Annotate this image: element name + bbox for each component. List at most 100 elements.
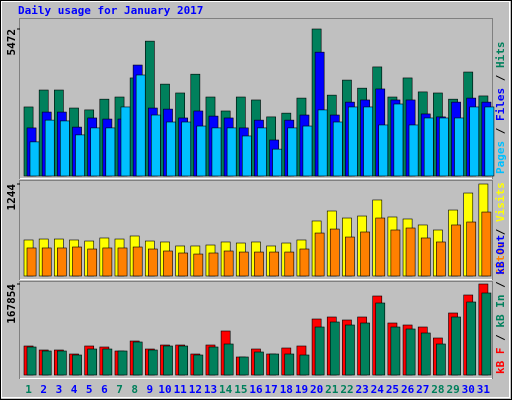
bar	[469, 106, 480, 177]
legend-entry: kB Out	[494, 235, 507, 275]
x-tick-label: 15	[234, 383, 247, 396]
bar	[120, 106, 131, 177]
x-tick-label: 18	[280, 383, 293, 396]
bar	[105, 127, 116, 177]
y-tick-label: 5472	[5, 29, 18, 56]
bar	[257, 127, 267, 177]
bar	[329, 321, 340, 376]
x-tick-label: 10	[158, 383, 171, 396]
bar	[269, 353, 279, 376]
bar	[26, 346, 37, 376]
x-tick-label: 30	[462, 383, 475, 396]
bar	[451, 316, 461, 376]
x-tick-label: 26	[401, 383, 415, 396]
bar	[44, 119, 55, 177]
legend-entry: kB F	[494, 348, 507, 375]
bar	[454, 117, 464, 177]
bar	[57, 247, 67, 277]
bar	[41, 247, 52, 277]
bar	[72, 246, 82, 277]
bar	[345, 324, 355, 376]
bar	[57, 350, 67, 376]
bar	[132, 341, 143, 376]
bar	[147, 248, 158, 277]
legend-separator: /	[494, 68, 507, 88]
bar	[272, 148, 282, 177]
x-tick-label: 4	[71, 383, 78, 396]
bar	[317, 109, 328, 177]
bar	[90, 127, 101, 177]
legend: Sites / Visits	[494, 182, 507, 275]
bar	[72, 354, 82, 376]
bar	[223, 250, 234, 277]
x-tick-label: 21	[325, 383, 339, 396]
bar	[208, 252, 219, 277]
bar	[178, 345, 189, 376]
bar	[481, 292, 492, 376]
chart-title: Daily usage for January 2017	[18, 4, 203, 17]
bar	[466, 301, 477, 376]
bar	[254, 251, 264, 277]
bar	[26, 247, 37, 277]
x-tick-label: 5	[86, 383, 93, 396]
bar	[208, 346, 219, 376]
bar	[60, 120, 70, 177]
x-tick-label: 3	[56, 383, 63, 396]
x-tick-label: 8	[131, 383, 138, 396]
x-tick-label: 25	[386, 383, 399, 396]
x-tick-label: 28	[431, 383, 444, 396]
bar	[269, 251, 279, 277]
bar	[238, 251, 249, 277]
x-tick-label: 14	[219, 383, 233, 396]
bar	[226, 127, 237, 177]
bar	[375, 217, 386, 277]
bar	[102, 247, 113, 277]
bar	[466, 221, 477, 277]
y-tick-label: 167854	[5, 284, 18, 324]
bar	[420, 237, 431, 277]
bar	[345, 236, 355, 277]
bar	[405, 227, 416, 277]
bar	[193, 253, 204, 277]
legend-separator: /	[494, 121, 507, 141]
bar	[420, 332, 431, 376]
bar	[329, 228, 340, 277]
bar	[163, 345, 173, 376]
legend-entry: Pages	[494, 141, 507, 174]
bar	[147, 349, 158, 376]
x-tick-label: 23	[356, 383, 369, 396]
x-tick-label: 2	[40, 383, 47, 396]
bar	[481, 211, 492, 277]
legend-entry: Files	[494, 88, 507, 121]
bar	[238, 356, 249, 376]
x-tick-label: 6	[101, 383, 108, 396]
x-tick-label: 13	[204, 383, 217, 396]
legend-entry: Sites	[494, 242, 507, 275]
bar	[360, 322, 370, 376]
bar	[484, 106, 495, 177]
bar	[166, 121, 176, 177]
bar	[393, 103, 404, 177]
x-tick-label: 22	[340, 383, 353, 396]
bar	[178, 252, 189, 277]
bar	[117, 350, 128, 376]
bar	[375, 302, 386, 376]
legend-separator: /	[494, 328, 507, 348]
legend-entry: Hits	[494, 42, 507, 69]
bar	[193, 354, 204, 376]
x-tick-label: 20	[310, 383, 323, 396]
bar	[181, 121, 192, 177]
bar	[299, 248, 310, 277]
bar	[436, 343, 446, 376]
bar	[390, 326, 401, 376]
legend-entry: Visits	[494, 182, 507, 222]
bar	[299, 354, 310, 376]
bar	[163, 250, 173, 277]
bar	[378, 124, 389, 177]
legend-separator: /	[494, 275, 507, 295]
bar	[439, 117, 449, 177]
bar	[436, 241, 446, 277]
bar	[284, 353, 295, 376]
